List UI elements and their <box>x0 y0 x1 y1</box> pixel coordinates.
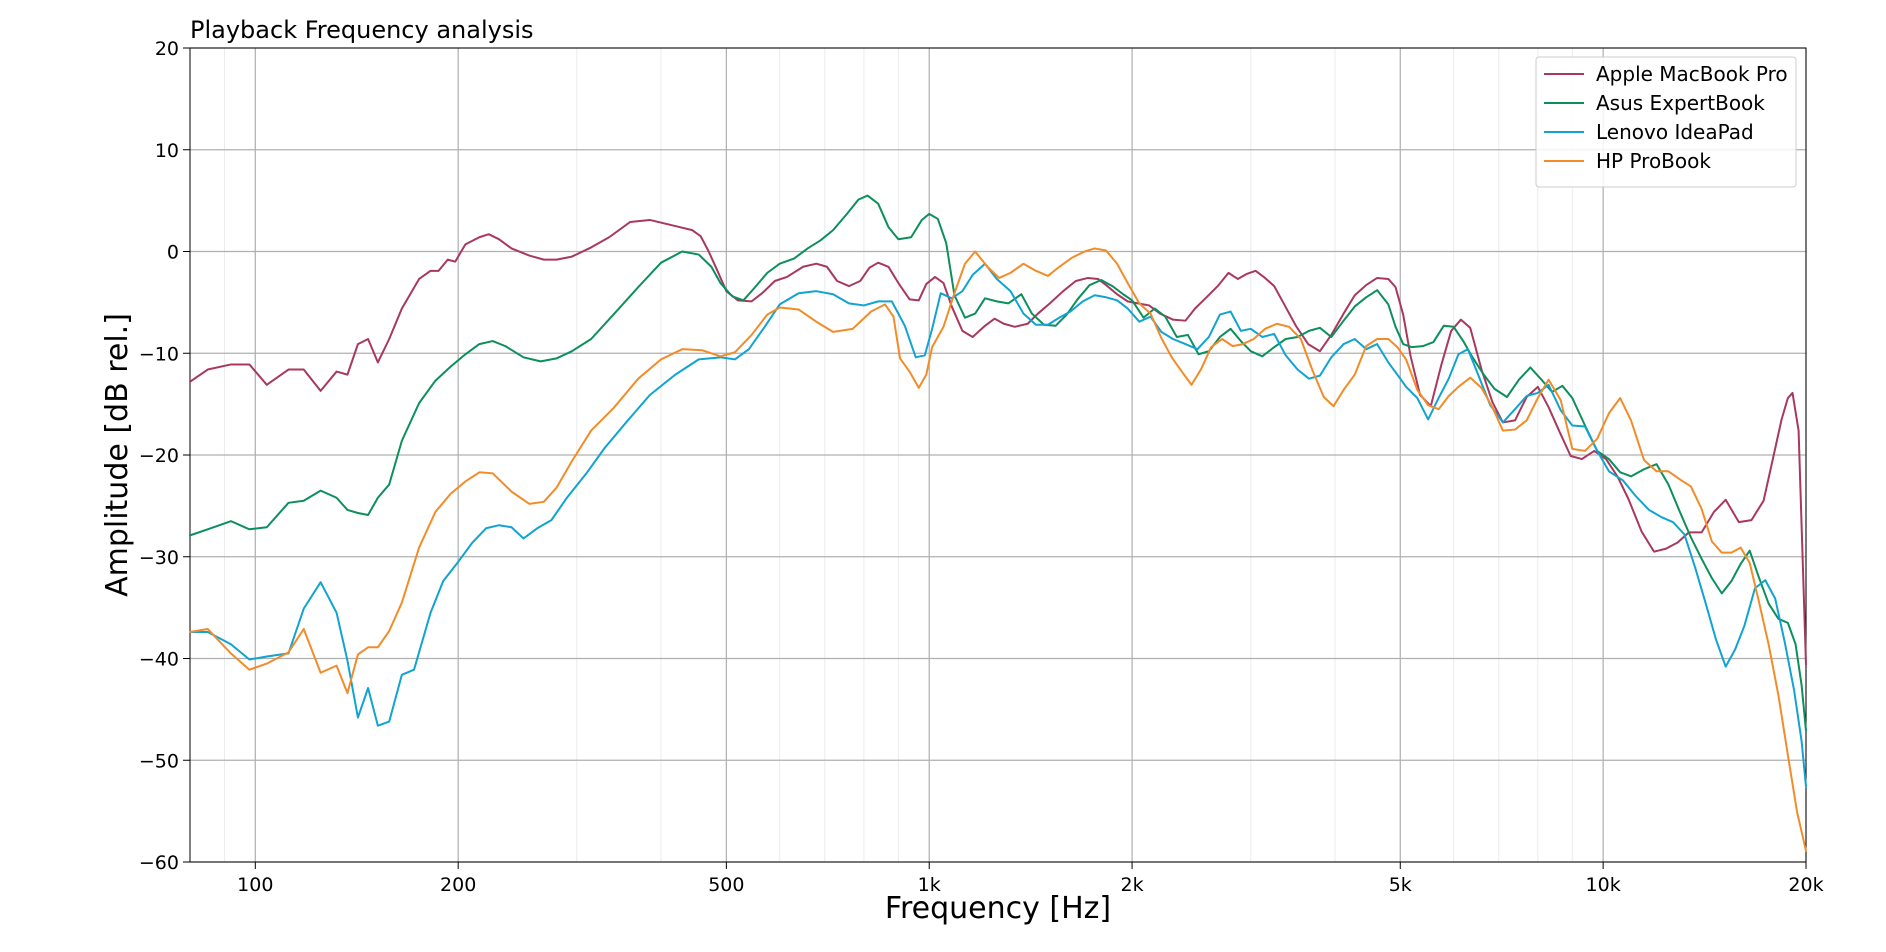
chart-title: Playback Frequency analysis <box>190 16 534 44</box>
x-axis-label: Frequency [Hz] <box>885 891 1111 926</box>
y-tick-label: −60 <box>139 852 179 874</box>
x-tick-label: 10k <box>1586 874 1621 896</box>
y-tick-label: 10 <box>155 140 179 162</box>
x-tick-label: 20k <box>1788 874 1823 896</box>
y-tick-label: −40 <box>139 649 179 671</box>
y-tick-label: −10 <box>139 343 179 365</box>
x-tick-label: 500 <box>708 874 744 896</box>
series-line-1 <box>189 218 1807 666</box>
y-tick-label: 20 <box>155 38 179 60</box>
y-tick-label: 0 <box>167 242 179 264</box>
y-axis-ticks: 20 10 0 −10 −20 −30 −40 −50 −60 <box>139 38 190 874</box>
legend-frame <box>1535 56 1797 188</box>
y-tick-label: −20 <box>139 445 179 467</box>
x-tick-label: 2k <box>1121 874 1144 896</box>
y-tick-label: −50 <box>139 750 179 772</box>
legend-label: Lenovo IdeaPad <box>1596 120 1754 144</box>
y-tick-label: −30 <box>139 547 179 569</box>
series-line-3 <box>189 262 1807 788</box>
legend-label: Apple MacBook Pro <box>1596 62 1788 86</box>
x-tick-label: 100 <box>237 874 273 896</box>
series-lines <box>189 194 1807 852</box>
x-axis-ticks: 100 200 500 1k 2k 5k 10k 20k <box>237 862 1824 896</box>
y-axis-label: Amplitude [dB rel.] <box>100 313 135 597</box>
series-line-2 <box>189 194 1807 732</box>
x-tick-label: 1k <box>918 874 941 896</box>
legend-label: HP ProBook <box>1596 149 1711 173</box>
legend-label: Asus ExpertBook <box>1596 91 1765 115</box>
x-tick-label: 5k <box>1389 874 1412 896</box>
x-tick-label: 200 <box>440 874 476 896</box>
series-line-4 <box>189 247 1807 852</box>
legend: Apple MacBook Pro Asus ExpertBook Lenovo I… <box>1535 56 1797 188</box>
